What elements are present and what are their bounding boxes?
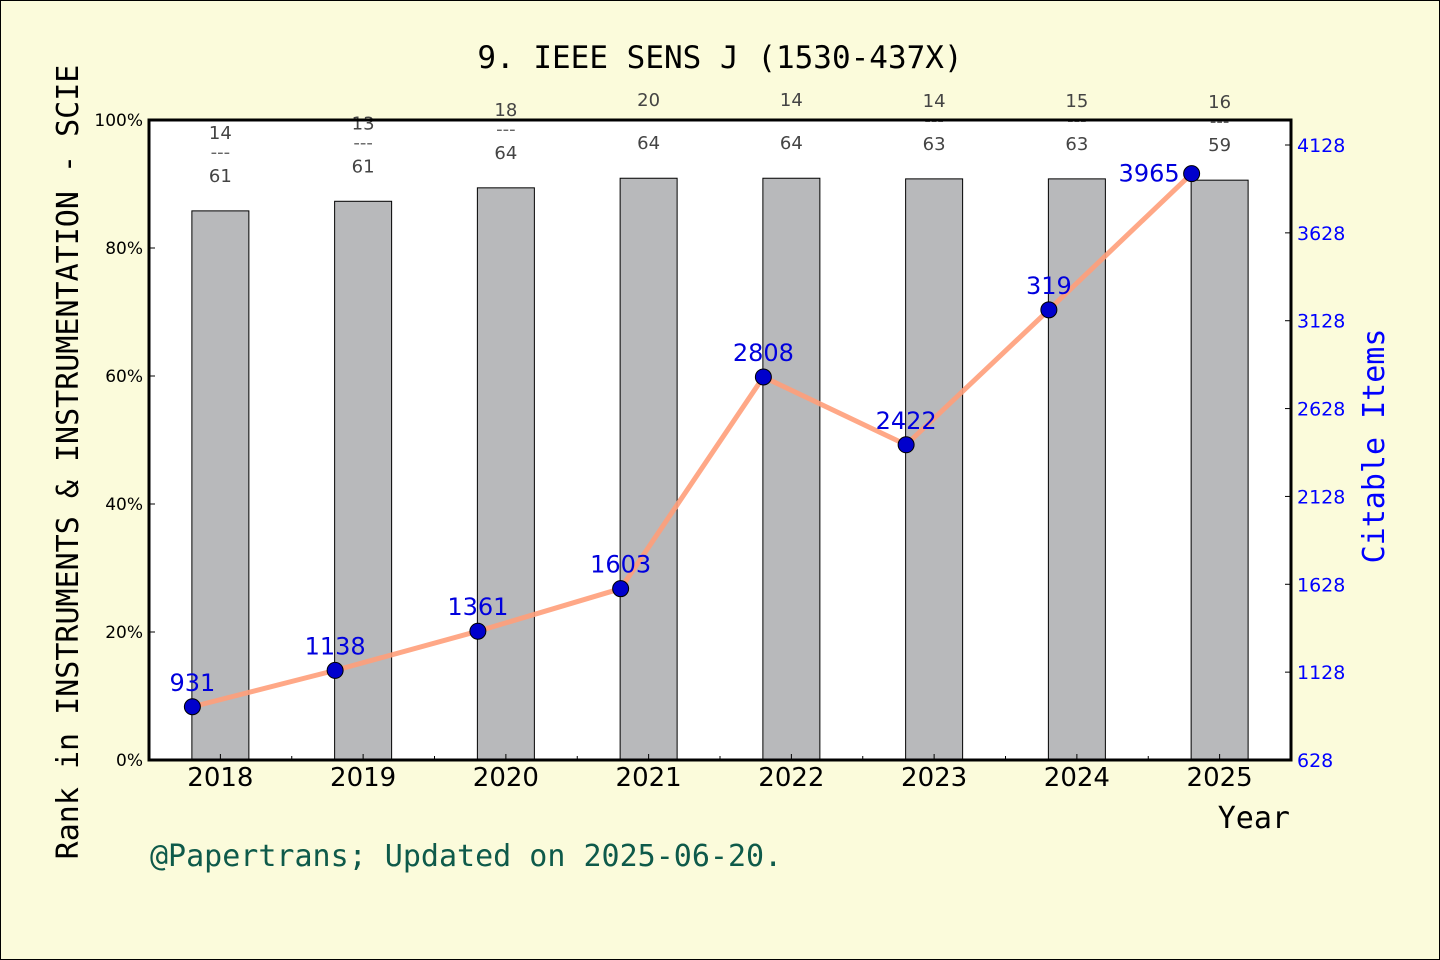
bar: [762, 177, 821, 761]
y-left-tick-label: 0%: [116, 751, 143, 771]
bar: [1047, 178, 1106, 761]
line-value-label: 931: [169, 669, 215, 697]
citable-items-line: [191, 171, 1194, 710]
bar-rank-label: 18: [494, 100, 517, 121]
bar: [476, 187, 535, 761]
line-marker: [754, 368, 772, 386]
chart-title: 9. IEEE SENS J (1530-437X): [477, 40, 962, 76]
x-tick-label: 2018: [187, 763, 253, 793]
y-left-tick-label: 40%: [105, 495, 143, 515]
bar-total-label: 59: [1208, 135, 1231, 156]
bar-total-label: 63: [1065, 134, 1088, 155]
y-left-tick-label: 80%: [105, 239, 143, 259]
bar-total-label: 64: [780, 133, 803, 154]
x-tick-label: 2019: [330, 763, 396, 793]
x-tick-label: 2023: [901, 763, 967, 793]
bar-rank-label: 16: [1208, 92, 1231, 113]
line-marker: [1040, 301, 1058, 319]
bar-total-label: 61: [352, 156, 375, 177]
bar-separator: ---: [496, 119, 516, 140]
bar-separator: ---: [353, 132, 373, 153]
line-marker: [1183, 165, 1201, 183]
bar-rank-label: 13: [352, 113, 375, 134]
x-axis-label: Year: [1218, 801, 1290, 836]
x-tick-label: 2022: [758, 763, 824, 793]
y-right-tick-label: 1128: [1297, 662, 1345, 684]
line-value-label: 2808: [733, 339, 794, 367]
y-left-tick-label: 60%: [105, 367, 143, 387]
bar: [905, 178, 964, 761]
y-right-tick-label: 1628: [1297, 574, 1345, 596]
bar: [619, 177, 678, 761]
line-marker: [326, 661, 344, 679]
y-left-tick-label: 20%: [105, 623, 143, 643]
bar-rank-label: 14: [209, 123, 232, 144]
line-marker: [469, 622, 487, 640]
bar-separator: ---: [1210, 111, 1230, 132]
bar-total-label: 61: [209, 166, 232, 187]
bar-rank-label: 20: [637, 90, 660, 111]
y-left-tick-label: 100%: [94, 111, 143, 131]
line-value-label: 3965: [1119, 160, 1180, 188]
footer-credit: @Papertrans; Updated on 2025-06-20.: [150, 839, 782, 874]
x-tick-label: 2020: [473, 763, 539, 793]
x-tick-label: 2025: [1187, 763, 1253, 793]
y-right-tick-label: 4128: [1297, 135, 1345, 157]
y-right-tick-label: 2128: [1297, 486, 1345, 508]
bar: [1190, 179, 1249, 761]
y-right-tick-label: 3628: [1297, 223, 1345, 245]
line-value-label: 319: [1026, 272, 1072, 300]
bar-separator: ---: [211, 142, 231, 163]
line-marker: [183, 698, 201, 716]
y-right-tick-label: 628: [1297, 750, 1333, 772]
line-marker: [897, 436, 915, 454]
y-axis-left-label: Rank in INSTRUMENTS & INSTRUMENTATION - …: [51, 65, 86, 860]
y-right-tick-label: 2628: [1297, 399, 1345, 421]
bar: [334, 200, 393, 761]
y-right-tick-label: 3128: [1297, 311, 1345, 333]
line-value-label: 1361: [447, 593, 508, 621]
bar-total-label: 63: [923, 134, 946, 155]
bar-total-label: 64: [637, 133, 660, 154]
bar-rank-label: 14: [923, 91, 946, 112]
bar-rank-label: 14: [780, 90, 803, 111]
x-tick-label: 2024: [1044, 763, 1110, 793]
line-value-label: 1138: [305, 632, 366, 660]
bar-rank-label: 15: [1065, 91, 1088, 112]
y-axis-right-label: Citable Items: [1357, 329, 1392, 564]
line-value-label: 2422: [876, 407, 937, 435]
bar: [191, 210, 250, 761]
line-value-label: 1603: [590, 551, 651, 579]
bar-total-label: 64: [494, 143, 517, 164]
x-tick-label: 2021: [616, 763, 682, 793]
line-marker: [612, 580, 630, 598]
